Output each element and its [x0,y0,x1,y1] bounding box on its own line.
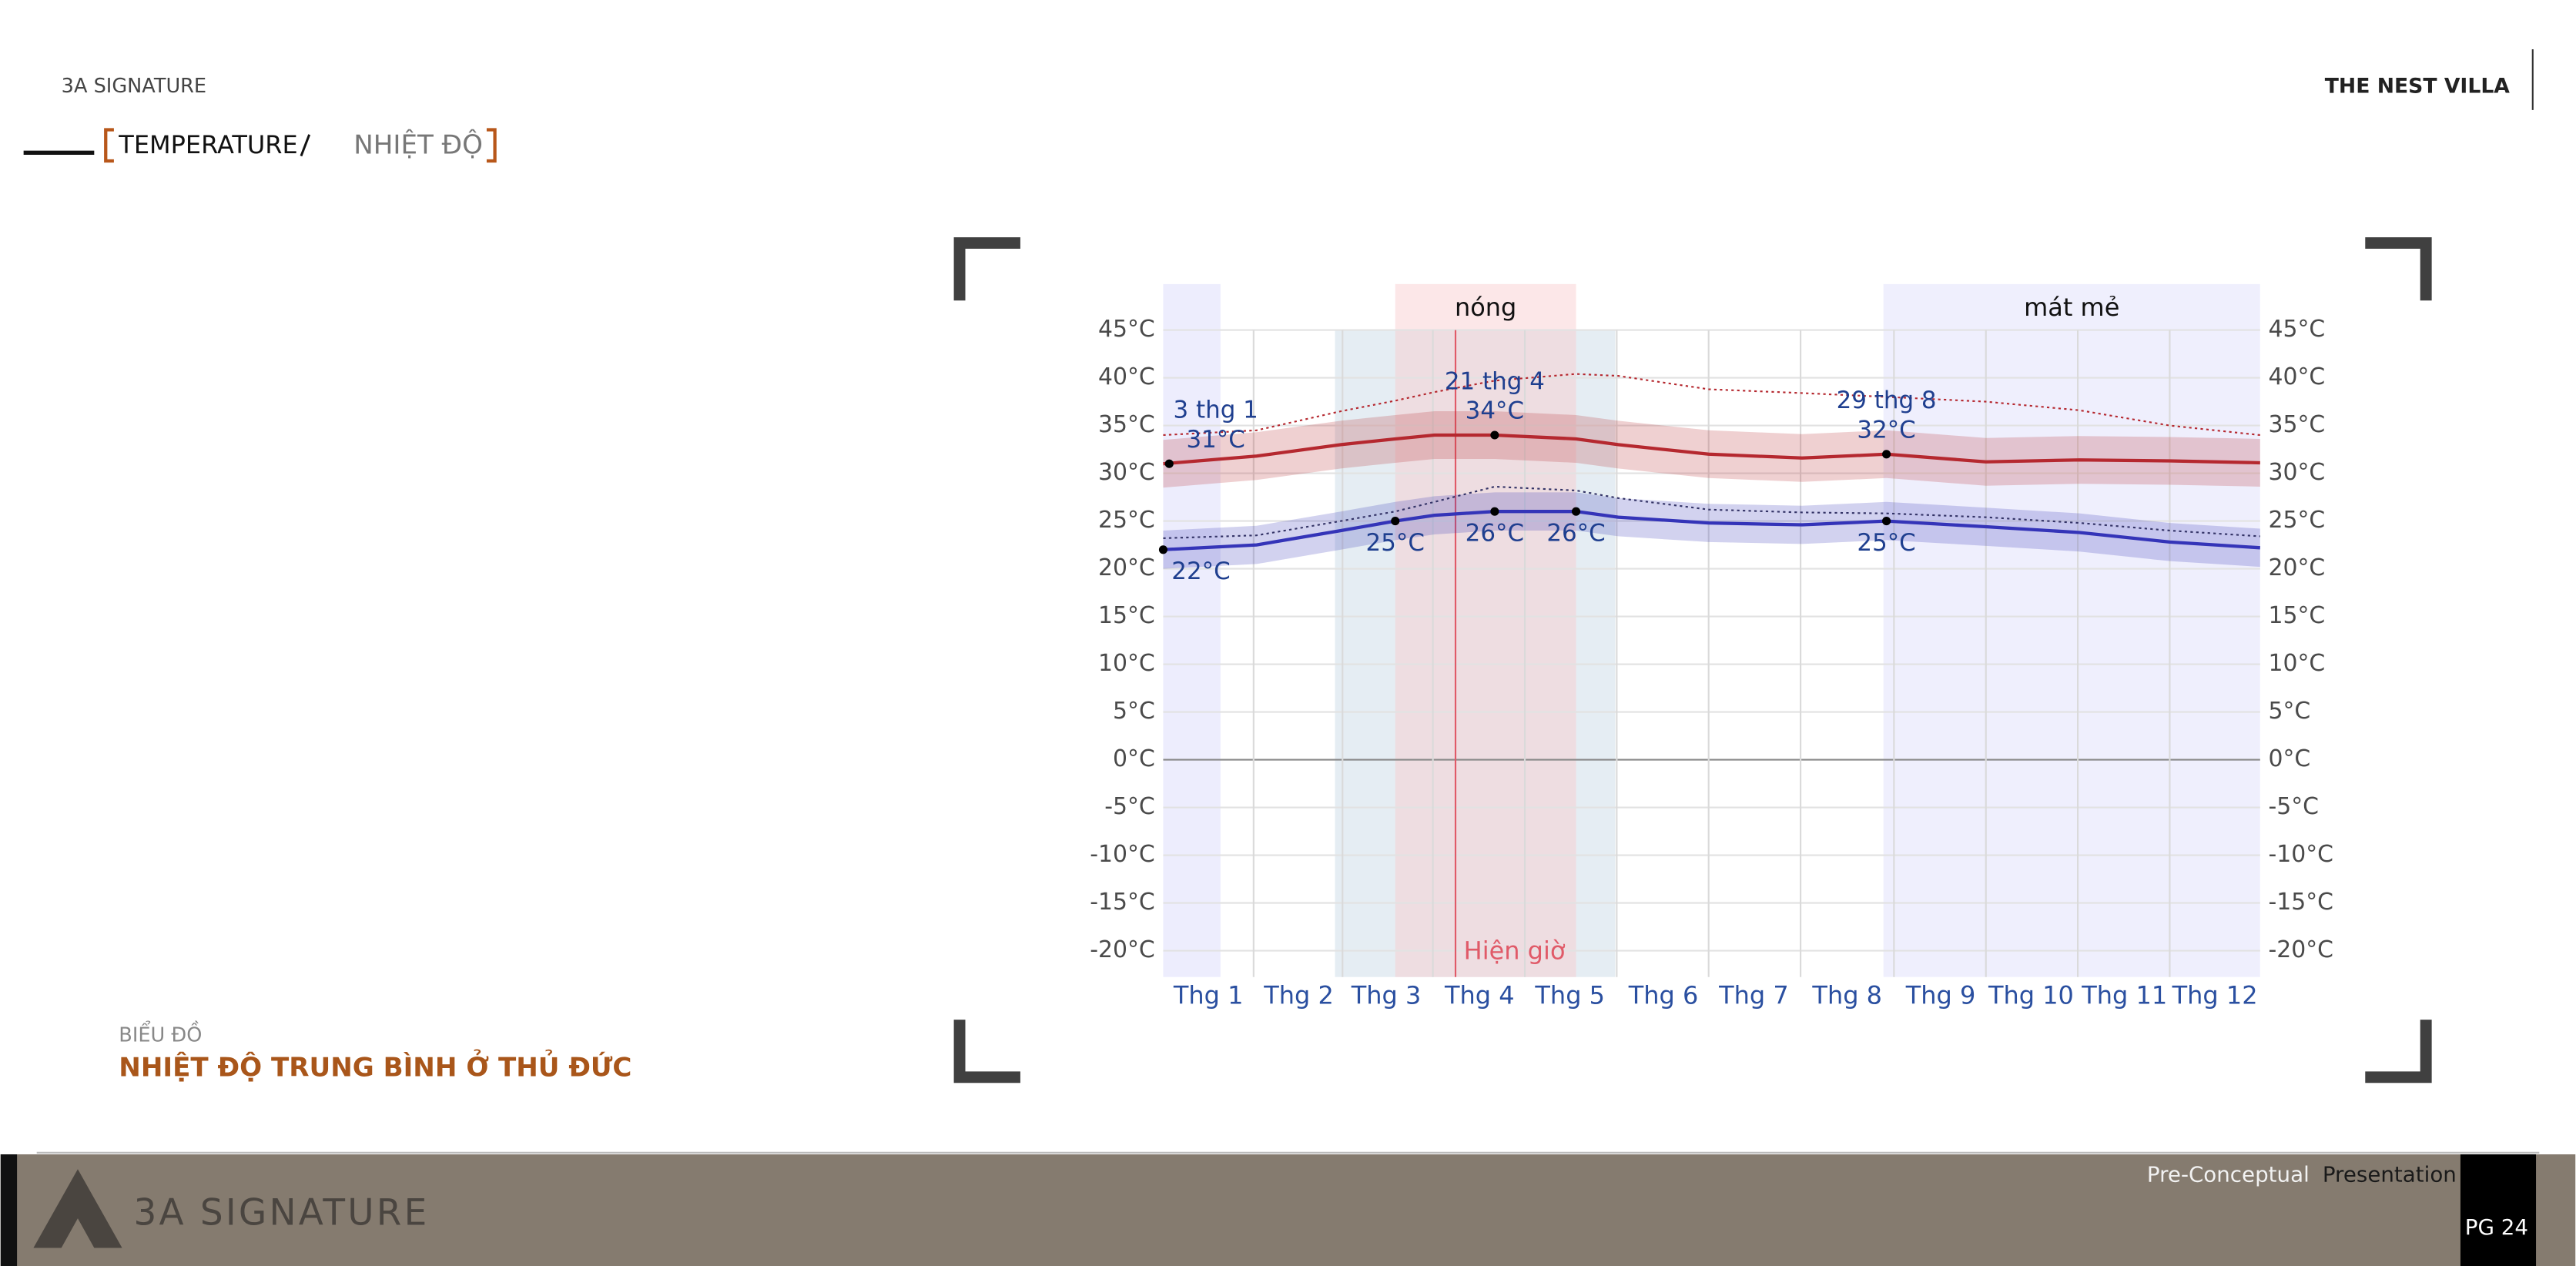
x-tick-label: Thg 10 [1988,980,2074,1010]
y-tick-label: 45°C [1098,316,1155,343]
y-tick-label-right: 10°C [2268,650,2325,677]
y-tick-label-right: -20°C [2268,936,2333,963]
slash [300,134,311,157]
y-tick-label: -10°C [1090,841,1155,868]
annotation-value: 25°C [1857,529,1915,557]
brand: 3A SIGNATURE [62,75,206,98]
page-box [2460,1154,2537,1266]
annotation-point [1164,459,1174,468]
y-tick-label-right: 30°C [2268,459,2325,486]
page-number: PG 24 [2465,1214,2528,1240]
y-tick-label: -20°C [1090,936,1155,963]
frame-corner [2365,1020,2432,1083]
deck: Pre-Conceptual [2147,1162,2310,1187]
line [1163,433,2260,466]
dotted-line [1163,485,2260,539]
chart: nóng mát mẻ 45°C 45°C 40°C 40°C 35°C 35°C 30°C 30… [1090,283,2333,1010]
frame-corner [953,1020,1020,1083]
annotation-point [1571,507,1581,516]
x-tick-label: Thg 11 [2081,980,2167,1010]
deck-type: Presentation [2323,1162,2457,1187]
y-tick-label-right: -5°C [2268,793,2319,820]
y-tick-label-right: 35°C [2268,411,2325,438]
x-tick-label: Thg 8 [1811,980,1882,1010]
x-tick-label: Thg 1 [1173,980,1244,1010]
y-tick-label-right: 25°C [2268,507,2325,534]
region [1883,283,2260,977]
frame-corner [2365,237,2432,301]
x-tick-label: Thg 4 [1444,980,1515,1010]
annotation-point [1490,507,1499,516]
annotation-label: 3 thg 1 [1174,396,1258,424]
region [1163,283,1221,977]
y-tick-label: 0°C [1113,745,1155,772]
x-tick-label: Thg 3 [1351,980,1422,1010]
y-tick-label-right: 45°C [2268,316,2325,343]
annotation-value: 32°C [1857,416,1915,444]
x-tick-label: Thg 7 [1718,980,1789,1010]
annotation-point [1882,450,1891,459]
annotation-point [1391,517,1400,526]
annotation-point [1158,545,1167,554]
frame-corner [953,237,1020,301]
caption-title: NHIỆT ĐỘ TRUNG BÌNH Ở THỦ ĐỨC [119,1050,631,1083]
y-tick-label-right: 40°C [2268,363,2325,390]
x-tick-label: Thg 2 [1263,980,1334,1010]
annotation-value: 26°C [1466,520,1524,548]
annotation-value: 34°C [1466,397,1524,425]
annotation-point [1490,430,1499,440]
caption-kicker: BIỂU ĐỒ [119,1021,202,1047]
y-tick-label-right: 20°C [2268,554,2325,581]
region [1395,283,1576,977]
y-tick-label: 35°C [1098,411,1155,438]
y-tick-label-right: -15°C [2268,889,2333,916]
annotation-value: 31°C [1186,426,1244,454]
now-label: Hiện giờ [1464,936,1566,966]
y-tick-label: 25°C [1098,507,1155,534]
x-tick-label: Thg 9 [1905,980,1976,1010]
y-tick-label: 5°C [1113,698,1155,725]
y-tick-label: 15°C [1098,602,1155,629]
logo-mark [33,1169,122,1248]
y-tick-label: -5°C [1104,793,1155,820]
line [1163,510,2260,551]
range-band [1163,410,2260,488]
annotation-value: 26°C [1546,520,1605,548]
y-tick-label-right: 5°C [2268,698,2310,725]
footer-band [0,1154,2576,1266]
y-tick-label-right: -10°C [2268,841,2333,868]
x-tick-label: Thg 12 [2172,980,2258,1010]
annotation-value: 25°C [1366,529,1425,557]
annotation-value: 22°C [1171,558,1230,585]
logo-text: 3A SIGNATURE [133,1191,429,1234]
range-band [1163,492,2260,569]
y-tick-label: 40°C [1098,363,1155,390]
dotted-line [1163,373,2260,437]
section-en: TEMPERATURE [118,130,297,159]
x-tick-label: Thg 6 [1628,980,1699,1010]
y-tick-label-right: 15°C [2268,602,2325,629]
bracket [486,128,497,163]
bracket [104,128,114,163]
project: THE NEST VILLA [2325,75,2511,99]
region-label: nóng [1455,293,1516,322]
region-label: mát mẻ [2024,293,2119,322]
y-tick-label: 10°C [1098,650,1155,677]
annotation-point [1882,517,1891,526]
section-vi: NHIỆT ĐỘ [353,129,483,160]
annotation-label: 21 thg 4 [1445,367,1545,395]
footer-edge [0,1154,18,1266]
y-tick-label: 20°C [1098,554,1155,581]
x-tick-label: Thg 5 [1534,980,1605,1010]
y-tick-label: 30°C [1098,459,1155,486]
y-tick-label: -15°C [1090,889,1155,916]
y-tick-label-right: 0°C [2268,745,2310,772]
annotation-label: 29 thg 8 [1837,387,1937,414]
